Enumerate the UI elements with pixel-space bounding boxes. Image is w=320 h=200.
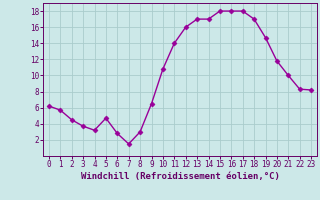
X-axis label: Windchill (Refroidissement éolien,°C): Windchill (Refroidissement éolien,°C) <box>81 172 279 181</box>
